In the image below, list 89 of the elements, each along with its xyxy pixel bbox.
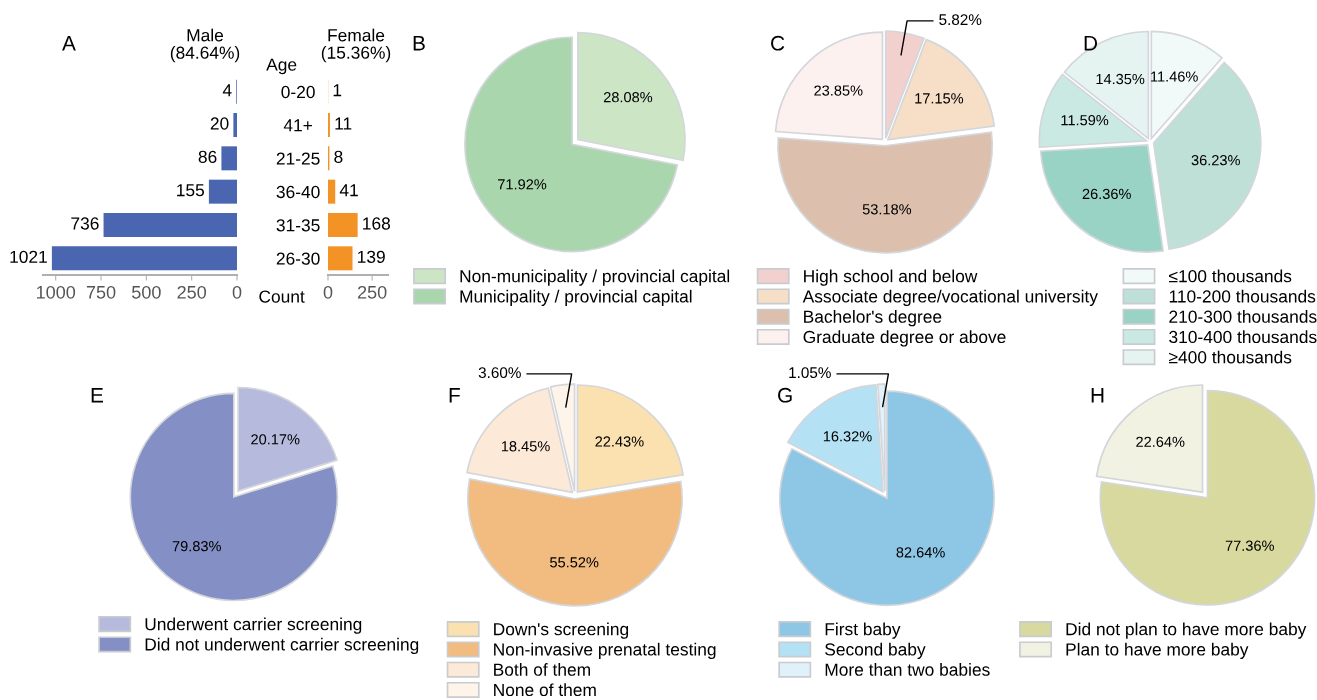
chart-title: Female (15.36%) bbox=[321, 28, 391, 63]
chart-title: Male (84.64%) bbox=[170, 28, 240, 63]
data-label: 736 bbox=[71, 217, 99, 230]
y-tick-label: 21-25 bbox=[276, 152, 320, 165]
data-label: 1021 bbox=[10, 250, 47, 263]
data-label: 41 bbox=[339, 184, 358, 197]
x-tick-label: 0 bbox=[323, 285, 333, 299]
legend-label: Did not underwent carrier screening bbox=[145, 637, 419, 655]
data-label: 77.36% bbox=[1225, 540, 1274, 551]
legend-label: None of them bbox=[494, 683, 596, 697]
bar bbox=[328, 213, 358, 237]
x-tick-label: 250 bbox=[177, 285, 207, 299]
bar bbox=[328, 246, 353, 271]
legend-label: Associate degree/vocational university bbox=[802, 289, 1098, 307]
bar bbox=[103, 213, 237, 237]
data-label: 4 bbox=[222, 84, 232, 97]
data-label: 16.32% bbox=[823, 431, 872, 442]
bar bbox=[208, 179, 237, 204]
text: H bbox=[1091, 388, 1104, 403]
bar bbox=[51, 246, 237, 271]
text: A bbox=[62, 36, 76, 51]
legend-label: Underwent carrier screening bbox=[145, 617, 362, 634]
x-tick-label: 500 bbox=[132, 285, 161, 299]
legend-label: Plan to have more baby bbox=[1066, 642, 1249, 660]
bar bbox=[328, 179, 336, 204]
data-label: 20 bbox=[210, 117, 229, 130]
text: B bbox=[413, 36, 425, 51]
legend-label: Bachelor's degree bbox=[804, 310, 942, 327]
legend-label: 210-300 thousands bbox=[1169, 310, 1317, 323]
data-label: 1.05% bbox=[789, 367, 831, 379]
text: D bbox=[1084, 36, 1098, 51]
legend-label: More than two babies bbox=[825, 663, 990, 676]
text: F bbox=[449, 388, 460, 403]
x-tick-label: 250 bbox=[357, 285, 387, 299]
legend-label: Both of them bbox=[494, 663, 590, 676]
data-label: 79.83% bbox=[172, 541, 221, 552]
bar bbox=[221, 146, 237, 171]
legend-label: Non-invasive prenatal testing bbox=[494, 642, 716, 660]
data-label: 28.08% bbox=[603, 92, 653, 103]
data-label: 14.35% bbox=[1096, 73, 1145, 85]
legend-label: 310-400 thousands bbox=[1169, 330, 1317, 344]
data-label: 71.92% bbox=[498, 179, 547, 190]
data-label: 8 bbox=[334, 150, 343, 163]
data-label: 155 bbox=[177, 184, 205, 197]
data-label: 86 bbox=[198, 150, 217, 163]
data-label: 53.18% bbox=[862, 204, 912, 215]
x-axis-title: Count bbox=[259, 290, 305, 303]
data-label: 5.82% bbox=[939, 14, 982, 26]
data-label: 22.64% bbox=[1136, 436, 1185, 447]
text: C bbox=[771, 35, 785, 51]
legend-label: Graduate degree or above bbox=[803, 330, 1006, 347]
data-label: 55.52% bbox=[550, 557, 599, 568]
legend-label: Down's screening bbox=[494, 622, 629, 639]
data-label: 20.17% bbox=[251, 434, 300, 445]
data-label: 18.45% bbox=[501, 441, 550, 452]
data-label: 168 bbox=[363, 217, 391, 230]
data-label: 26.36% bbox=[1082, 188, 1131, 200]
data-label: 11.46% bbox=[1151, 71, 1198, 82]
data-label: 1 bbox=[333, 84, 342, 97]
y-tick-label: 31-35 bbox=[276, 219, 320, 232]
legend-label: High school and below bbox=[804, 269, 978, 286]
legend-label: 110-200 thousands bbox=[1169, 289, 1316, 303]
y-tick-label: 36-40 bbox=[276, 185, 320, 199]
x-tick-label: 750 bbox=[86, 285, 116, 299]
bar bbox=[233, 113, 237, 137]
y-tick-label: 0-20 bbox=[281, 85, 315, 99]
data-label: 82.64% bbox=[896, 547, 945, 558]
legend-label: Second baby bbox=[825, 642, 926, 660]
y-axis-title: Age bbox=[266, 58, 297, 75]
data-label: 22.43% bbox=[595, 436, 644, 447]
data-label: 23.85% bbox=[814, 85, 863, 96]
legend-label: Non-municipality / provincial capital bbox=[460, 269, 730, 286]
x-tick-label: 1000 bbox=[36, 285, 76, 299]
data-label: 11.59% bbox=[1061, 115, 1109, 126]
legend-label: Did not plan to have more baby bbox=[1066, 622, 1307, 639]
x-tick-label: 0 bbox=[232, 285, 242, 299]
data-label: 11 bbox=[335, 117, 352, 130]
text: E bbox=[91, 388, 103, 403]
legend-label: First baby bbox=[825, 622, 901, 639]
text: G bbox=[778, 387, 792, 403]
data-label: 139 bbox=[358, 250, 385, 263]
data-label: 3.60% bbox=[478, 367, 521, 379]
y-tick-label: 26-30 bbox=[276, 252, 320, 265]
legend-label: Municipality / provincial capital bbox=[460, 289, 692, 307]
data-label: 17.15% bbox=[915, 93, 964, 104]
data-label: 36.23% bbox=[1191, 155, 1240, 166]
legend-label: ≤100 thousands bbox=[1169, 269, 1292, 283]
y-tick-label: 41+ bbox=[283, 119, 312, 132]
legend-label: ≥400 thousands bbox=[1169, 350, 1292, 364]
